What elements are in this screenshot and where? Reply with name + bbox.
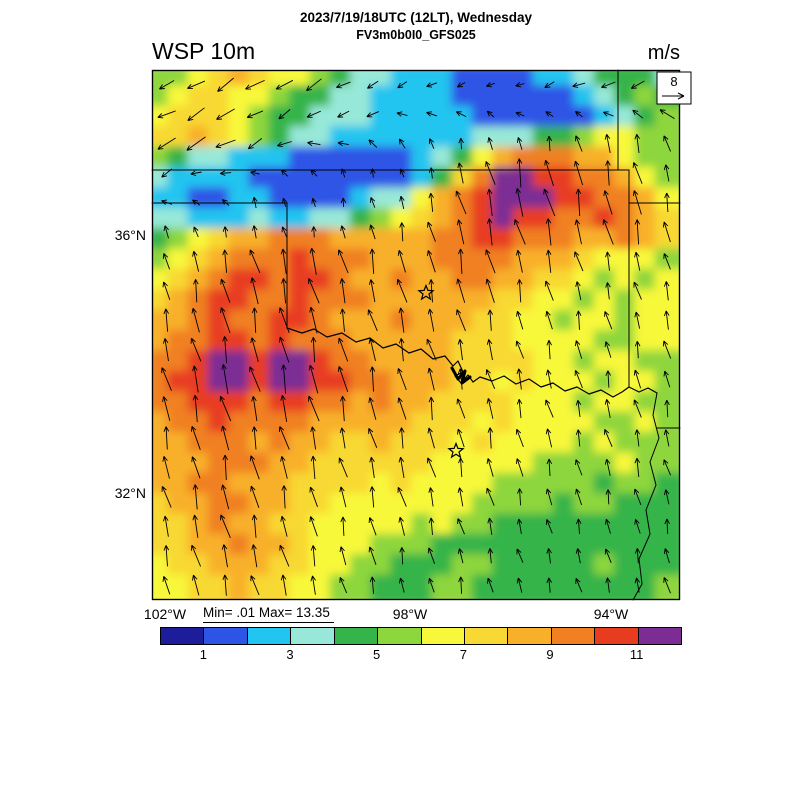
colorbar-tick: 9 xyxy=(546,647,554,662)
colorbar-segment xyxy=(464,628,509,644)
map-plot: 8 xyxy=(151,69,692,601)
plot-title-model: FV3m0b0I0_GFS025 xyxy=(356,28,476,42)
colorbar-segment xyxy=(378,628,422,644)
svg-text:8: 8 xyxy=(670,74,677,89)
colorbar-tick: 5 xyxy=(373,647,381,662)
colorbar-tick: 11 xyxy=(629,647,644,662)
colorbar-segment xyxy=(508,628,552,644)
colorbar-tick: 7 xyxy=(459,647,467,662)
city-star-markers xyxy=(417,283,465,459)
wind-vectors xyxy=(157,77,675,596)
lat-label: 32°N xyxy=(114,485,146,501)
city-star xyxy=(447,441,465,459)
reference-vector-box: 8 xyxy=(656,71,692,105)
colorbar-segment xyxy=(638,628,682,644)
colorbar xyxy=(160,627,682,645)
colorbar-tick: 3 xyxy=(286,647,294,662)
wind-speed-field xyxy=(152,70,680,600)
colorbar-segment xyxy=(247,628,292,644)
colorbar-segment xyxy=(421,628,465,644)
colorbar-tick: 1 xyxy=(199,647,207,662)
lon-label: 94°W xyxy=(593,606,629,622)
units-label: m/s xyxy=(647,42,680,64)
map-frame xyxy=(151,69,681,601)
city-star xyxy=(417,283,435,301)
colorbar-segment xyxy=(161,628,205,644)
lon-label: 98°W xyxy=(392,606,428,622)
variable-label: WSP 10m xyxy=(152,38,256,64)
texas-louisiana xyxy=(632,392,660,601)
colorbar-segment xyxy=(551,628,596,644)
lon-label: 102°W xyxy=(143,606,187,622)
lake-texoma xyxy=(450,366,472,385)
plot-title-datetime: 2023/7/19/18UTC (12LT), Wednesday xyxy=(299,10,533,25)
colorbar-segment xyxy=(204,628,248,644)
colorbar-segment xyxy=(291,628,335,644)
colorbar-segment xyxy=(595,628,639,644)
state-borders xyxy=(151,69,681,601)
lat-label: 36°N xyxy=(114,227,146,243)
colorbar-segment xyxy=(334,628,379,644)
tx-ar-red-river xyxy=(628,386,658,394)
minmax-label: Min= .01 Max= 13.35 xyxy=(203,605,334,623)
